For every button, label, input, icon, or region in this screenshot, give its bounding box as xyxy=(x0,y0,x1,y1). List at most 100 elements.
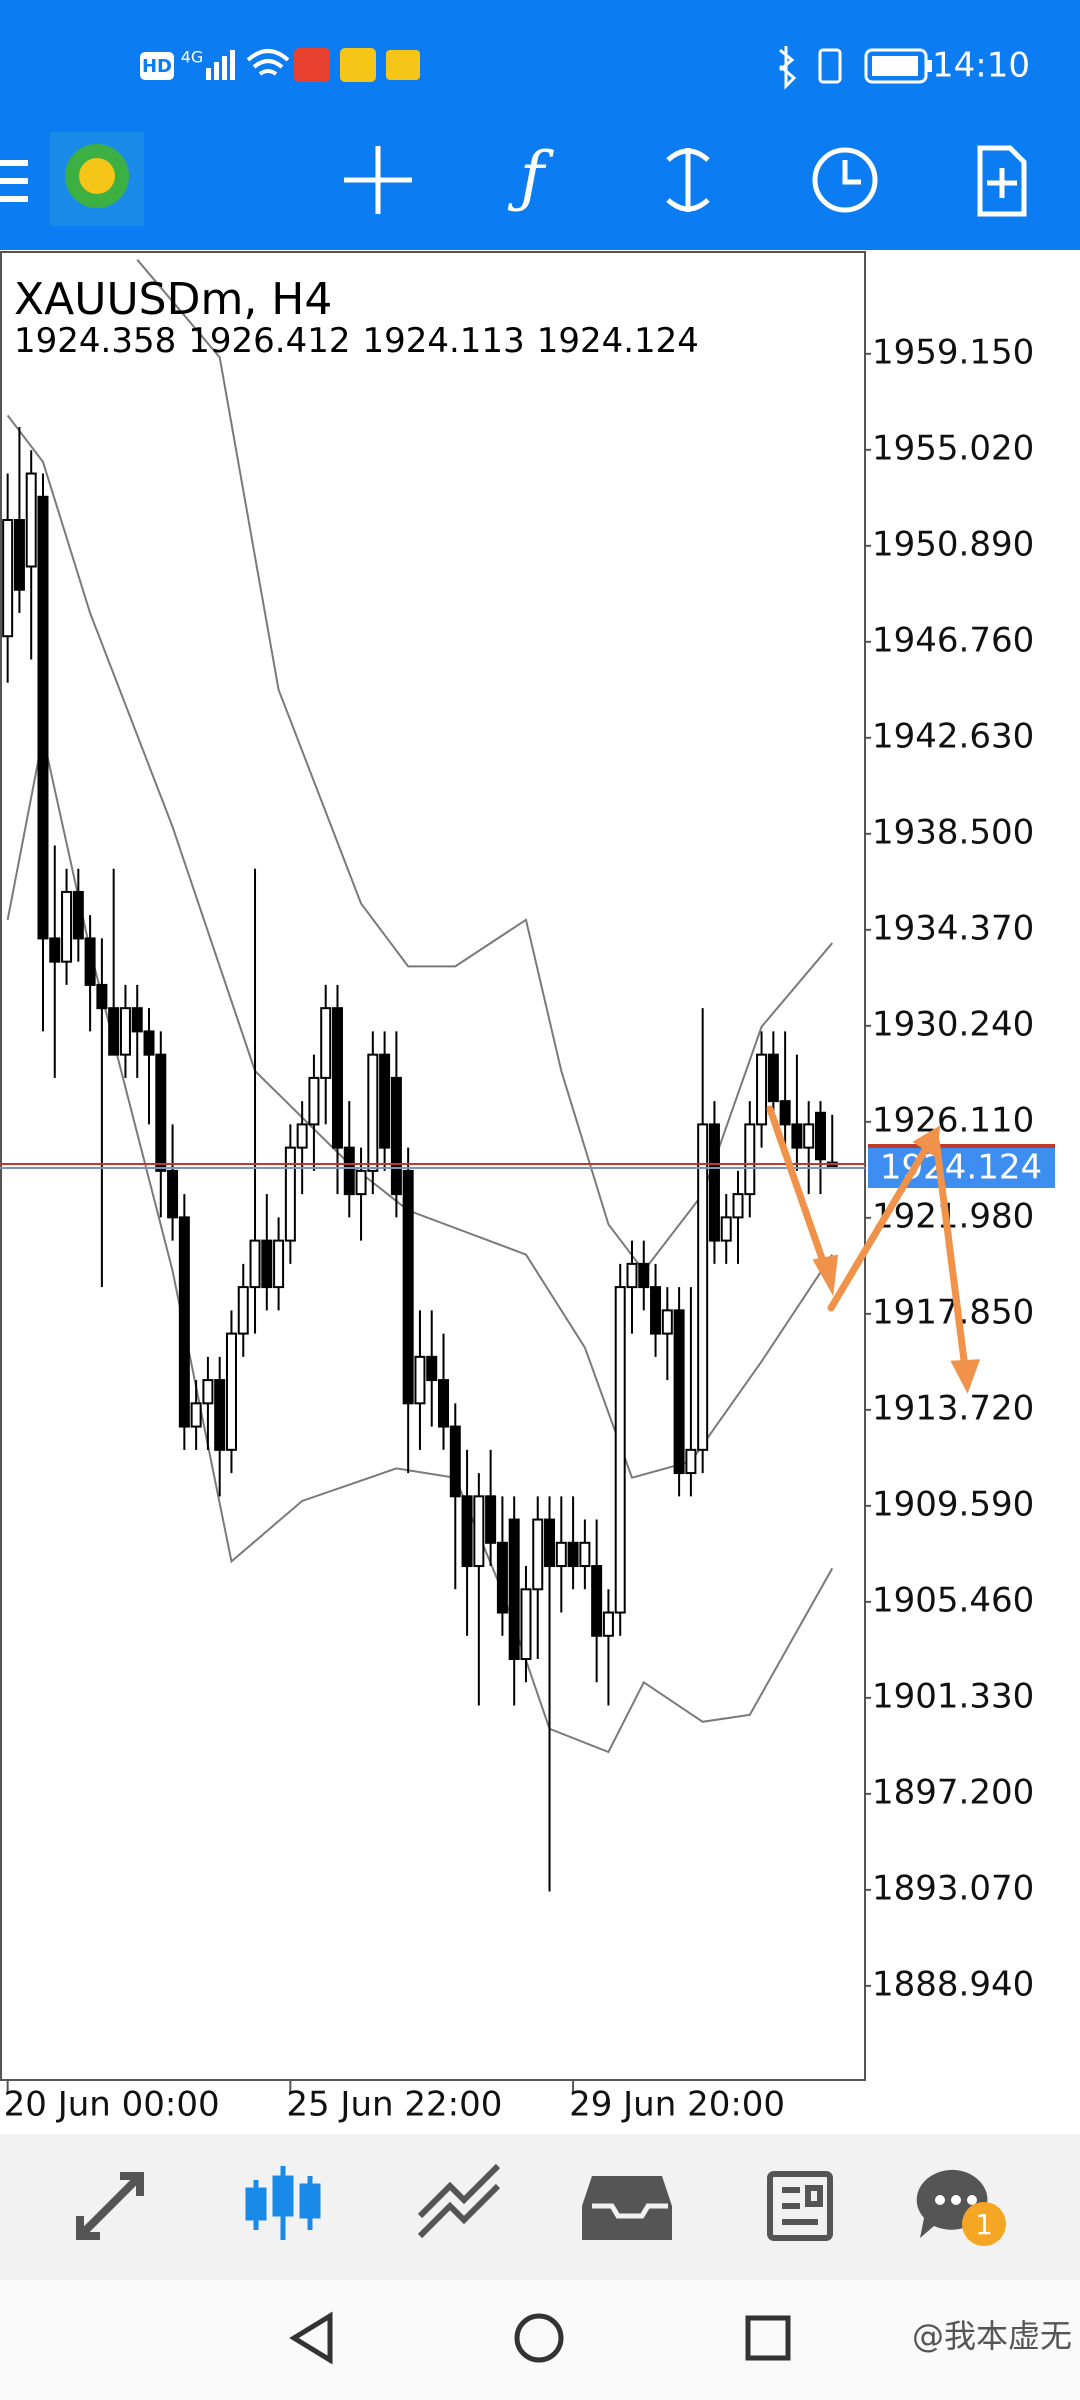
candle-body xyxy=(143,1030,155,1056)
candle-body xyxy=(343,1146,355,1196)
chat-badge: 1 xyxy=(975,2208,993,2241)
candle-body xyxy=(320,1007,332,1079)
templates-button[interactable] xyxy=(977,145,1027,217)
candle-body xyxy=(25,472,37,568)
candle-body xyxy=(2,519,14,638)
candle-body xyxy=(508,1518,520,1661)
y-tick-label: 1913.720 xyxy=(872,1388,1034,1428)
price-box xyxy=(868,1147,1055,1188)
timeframe-button[interactable] xyxy=(812,147,878,213)
nav-messages[interactable]: 1 xyxy=(916,2169,1006,2246)
candle-body xyxy=(661,1309,673,1335)
candle-body xyxy=(119,1007,131,1056)
clock: 14:10 xyxy=(932,46,1030,86)
candle-body xyxy=(237,1286,249,1335)
y-tick-label: 1888.940 xyxy=(872,1964,1034,2004)
candle-body xyxy=(732,1193,744,1219)
candle-body xyxy=(190,1402,202,1428)
y-tick-label: 1897.200 xyxy=(872,1772,1034,1812)
x-tick-label: 29 Jun 20:00 xyxy=(569,2085,785,2125)
y-tick-label: 1955.020 xyxy=(872,428,1034,468)
nav-history[interactable] xyxy=(582,2176,672,2240)
recents-button[interactable] xyxy=(745,2315,791,2361)
nav-quotes[interactable] xyxy=(76,2172,144,2240)
watermark: @我本虚无 xyxy=(912,2317,1072,2355)
candle-body xyxy=(61,890,73,963)
candle-body xyxy=(602,1611,614,1637)
candle-body xyxy=(744,1123,756,1196)
candle-body xyxy=(37,495,49,940)
candle-body xyxy=(167,1169,179,1219)
candle-body xyxy=(273,1239,285,1289)
nav-news[interactable] xyxy=(767,2171,833,2241)
candle-body xyxy=(626,1262,638,1289)
candle-body xyxy=(308,1076,320,1126)
candle-body xyxy=(496,1541,508,1614)
back-button[interactable] xyxy=(289,2311,333,2365)
plot xyxy=(0,259,865,1892)
bottom-nav xyxy=(0,2134,1080,2280)
system-nav xyxy=(0,2280,1080,2400)
candle-body xyxy=(331,1007,343,1149)
x-tick-label: 25 Jun 22:00 xyxy=(286,2085,502,2125)
hd-label: HD xyxy=(142,56,172,77)
candle-body xyxy=(520,1588,532,1661)
nav-chart[interactable] xyxy=(245,2166,321,2240)
candle-body xyxy=(178,1216,190,1428)
candle-body xyxy=(367,1053,379,1172)
y-tick-label: 1893.070 xyxy=(872,1868,1034,1908)
menu-button[interactable] xyxy=(0,160,28,202)
candle-body xyxy=(756,1053,768,1126)
candle-body xyxy=(767,1053,779,1103)
app-bar xyxy=(0,0,1080,250)
candle-body xyxy=(532,1518,544,1591)
candle-body xyxy=(591,1565,603,1637)
candle-body xyxy=(708,1123,720,1242)
candle-body xyxy=(261,1239,273,1289)
ohlc-open: 1924.358 xyxy=(14,321,176,361)
x-tick-label: 20 Jun 00:00 xyxy=(4,2085,220,2125)
trade-button[interactable] xyxy=(666,148,710,212)
crosshair-button[interactable] xyxy=(344,146,412,214)
ask-marker xyxy=(868,1143,1055,1148)
candle-body xyxy=(438,1379,450,1428)
y-tick-label: 1901.330 xyxy=(872,1676,1034,1716)
candle-body xyxy=(214,1379,226,1451)
nav-trade[interactable] xyxy=(417,2163,501,2239)
candle-body xyxy=(779,1100,791,1126)
candle-body xyxy=(84,937,96,986)
network-label: 4G xyxy=(181,48,204,67)
candle-body xyxy=(296,1123,308,1149)
y-tick-label: 1950.890 xyxy=(872,524,1034,564)
ohlc-high: 1926.412 xyxy=(188,321,350,361)
y-tick-label: 1909.590 xyxy=(872,1484,1034,1524)
candle-body xyxy=(579,1541,591,1568)
y-tick-label: 1934.370 xyxy=(872,908,1034,948)
candle-body xyxy=(355,1169,367,1196)
candle-body xyxy=(249,1239,261,1289)
candle-body xyxy=(402,1169,414,1405)
candle-body xyxy=(131,1007,143,1033)
candle-body xyxy=(108,1007,120,1056)
candle-body xyxy=(49,937,61,963)
candle-body xyxy=(803,1123,815,1149)
candle-body xyxy=(426,1355,438,1382)
candle-body xyxy=(544,1518,556,1568)
candle-body xyxy=(697,1123,709,1451)
app-logo[interactable] xyxy=(50,132,144,226)
y-tick-label: 1905.460 xyxy=(872,1580,1034,1620)
y-tick-label: 1930.240 xyxy=(872,1004,1034,1044)
y-tick-label: 1942.630 xyxy=(872,716,1034,756)
y-tick-label: 1921.980 xyxy=(872,1196,1034,1236)
candle-body xyxy=(555,1541,567,1568)
candle-body xyxy=(96,983,108,1010)
ohlc-readout: 1924.358 1926.412 1924.113 1924.124 xyxy=(14,321,699,361)
candle-body xyxy=(720,1216,732,1242)
candle-body xyxy=(13,519,25,591)
home-button[interactable] xyxy=(514,2313,564,2363)
candle-body xyxy=(390,1076,402,1196)
chart-title: XAUUSDm, H4 xyxy=(14,274,332,325)
candle-body xyxy=(449,1425,461,1498)
